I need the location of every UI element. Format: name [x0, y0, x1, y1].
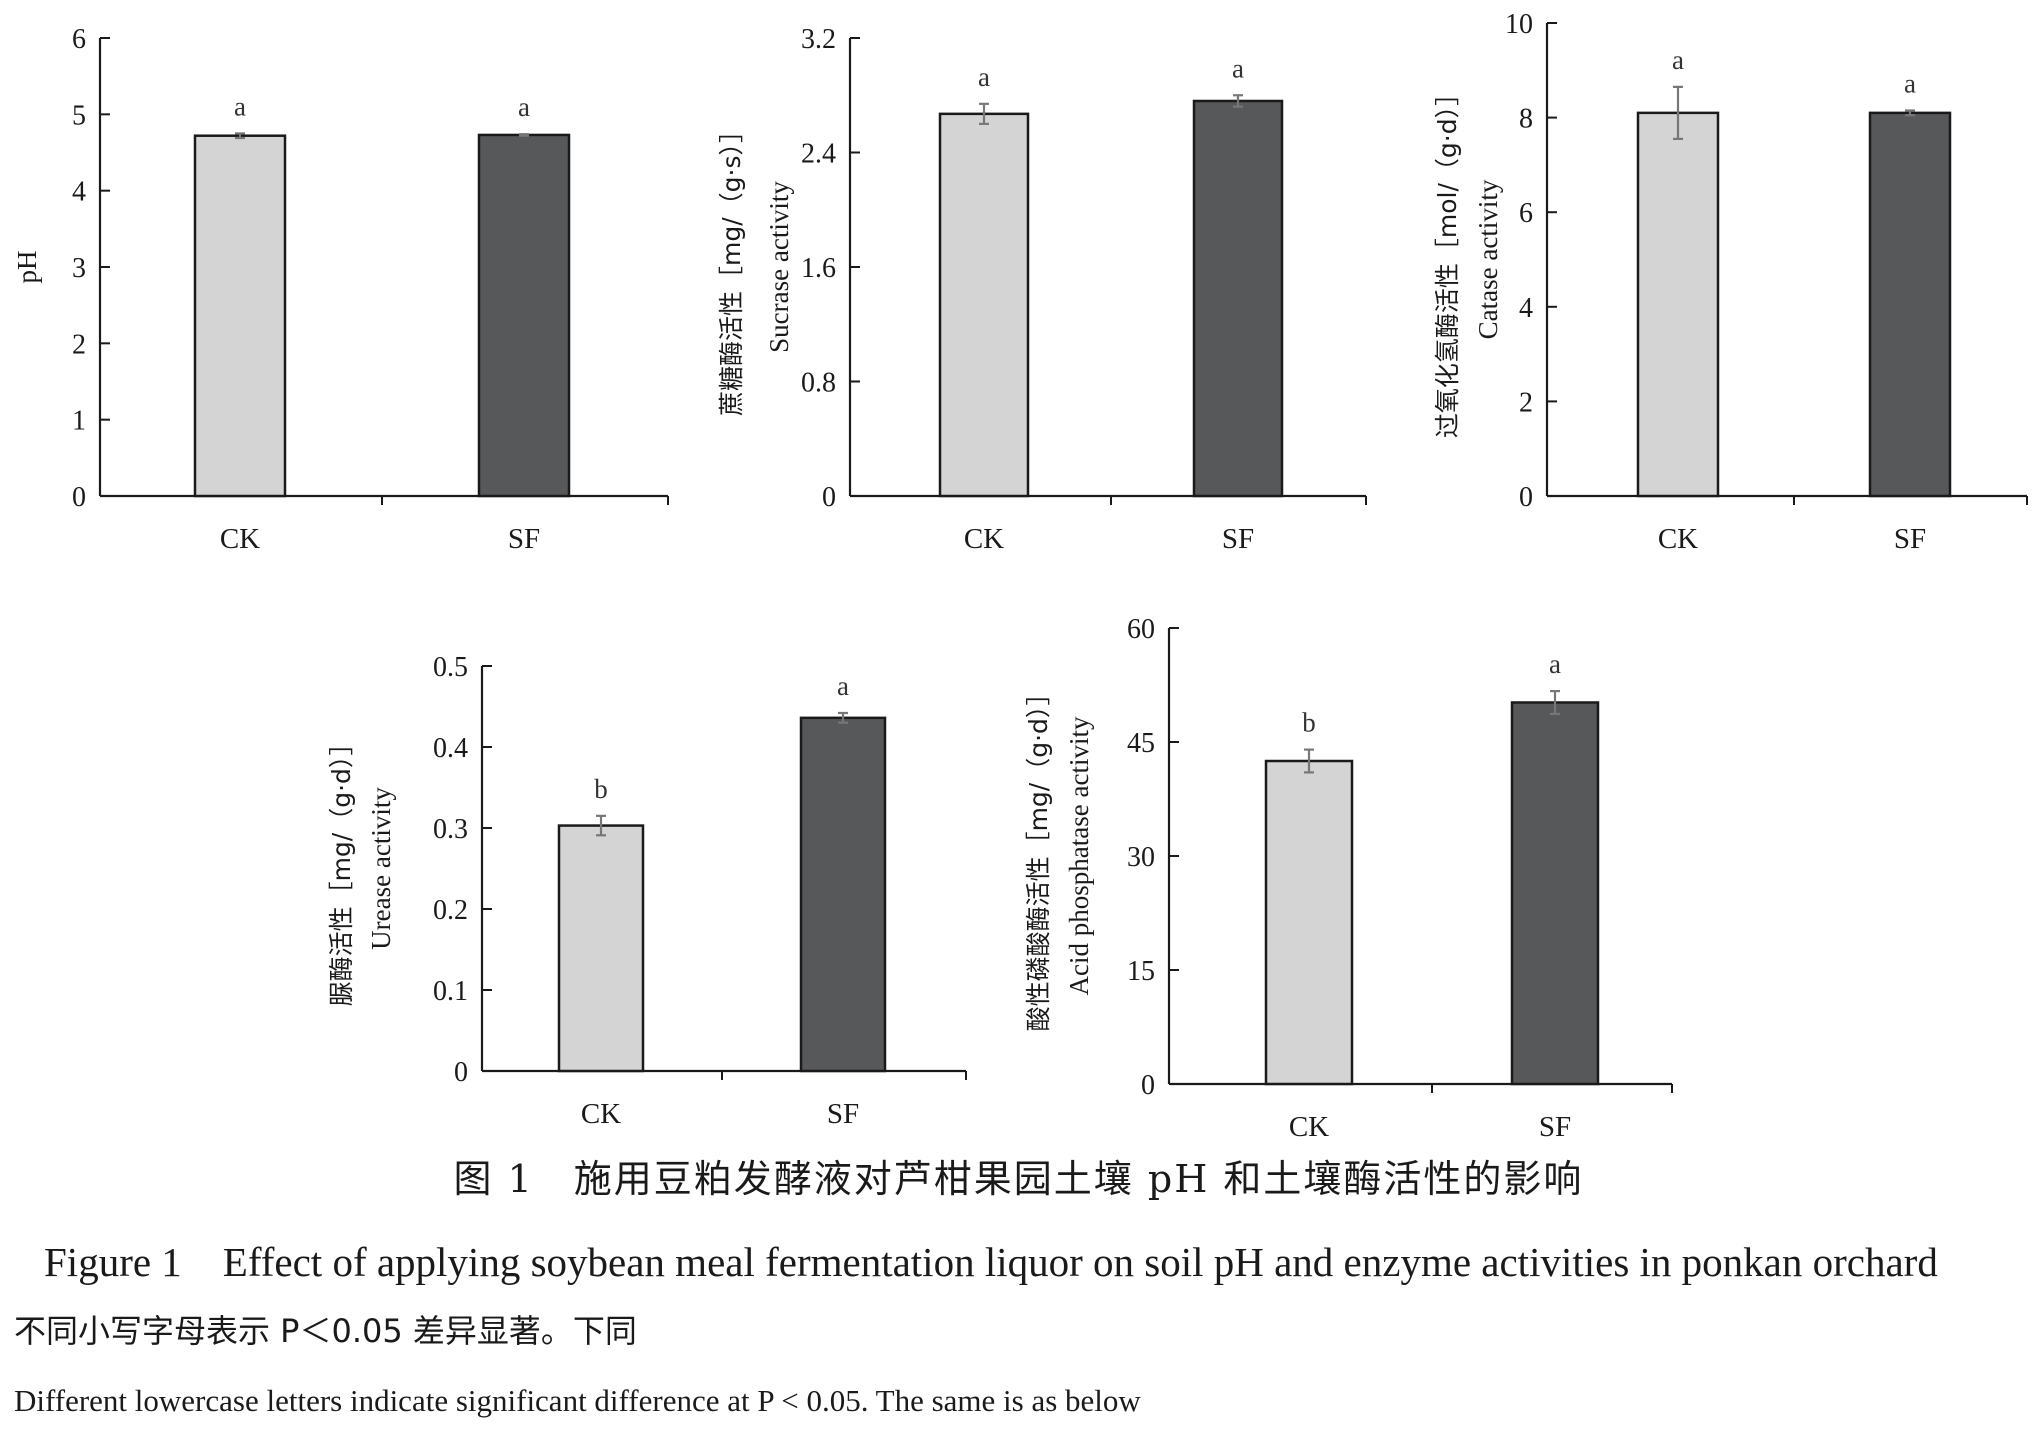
significance-letter: a	[1904, 69, 1916, 99]
y-axis-label-cn: 过氧化氢酶活性［mol/（g·d）］	[1433, 81, 1462, 438]
footnote-cn: 不同小写字母表示 P＜0.05 差异显著。下同	[14, 1312, 637, 1350]
y-tick-label: 4	[72, 177, 86, 208]
y-tick-label: 4	[1519, 293, 1533, 324]
y-tick-label: 30	[1127, 842, 1155, 873]
y-tick-label: 2.4	[801, 139, 836, 170]
y-tick-label: 45	[1127, 728, 1155, 759]
bar-sf	[477, 133, 571, 498]
bar-ck	[193, 134, 287, 498]
bar-ck	[557, 824, 645, 1073]
y-tick-label: 2	[72, 329, 86, 360]
bar-sf	[1510, 701, 1600, 1086]
y-tick-label: 0.3	[433, 814, 468, 845]
significance-letter: b	[1302, 708, 1316, 738]
y-tick-label: 0	[1519, 482, 1533, 513]
y-tick-label: 0.8	[801, 368, 836, 399]
significance-letter: a	[1549, 649, 1561, 679]
bar-ck	[938, 112, 1030, 498]
y-tick-label: 0	[1141, 1070, 1155, 1101]
x-category-label: CK	[581, 1098, 621, 1130]
y-tick-label: 0	[822, 482, 836, 513]
significance-letter: a	[837, 671, 849, 701]
x-category-label: CK	[220, 523, 260, 555]
significance-letter: a	[978, 62, 990, 92]
significance-letter: b	[594, 774, 608, 804]
y-tick-label: 6	[1519, 198, 1533, 229]
y-axis-label-en: pH	[12, 251, 42, 284]
figure-caption-en: Figure 1 Effect of applying soybean meal…	[44, 1239, 1938, 1285]
significance-letter: a	[1672, 45, 1684, 75]
bar-sf	[1192, 99, 1284, 498]
bar-ck	[1636, 111, 1720, 498]
x-category-label: SF	[508, 523, 540, 555]
y-tick-label: 0	[454, 1057, 468, 1088]
bar-sf	[799, 716, 887, 1073]
significance-letter: a	[234, 91, 246, 121]
y-tick-label: 0.1	[433, 976, 468, 1007]
figure-caption-cn: 图 1 施用豆粕发酵液对芦柑果园土壤 pH 和土壤酶活性的影响	[453, 1157, 1584, 1201]
footnote-en: Different lowercase letters indicate sig…	[14, 1383, 1141, 1418]
y-axis-label-cn: 蔗糖酶活性［mg/（g·s）］	[717, 118, 746, 416]
y-tick-label: 0.2	[433, 895, 468, 926]
y-tick-label: 60	[1127, 614, 1155, 645]
y-tick-label: 2	[1519, 387, 1533, 418]
y-tick-label: 6	[72, 24, 86, 55]
chart-panel-3: 0 2 4 6 8 10 a CK a SF 过氧化氢酶活性［mol/（g·d）］ Catase ac…	[1433, 9, 2028, 555]
y-axis-label-cn: 酸性磷酸酶活性［mg/（g·d）］	[1024, 681, 1053, 1032]
y-tick-label: 5	[72, 100, 86, 131]
significance-letter: a	[1232, 53, 1244, 83]
chart-panel-1: 0 1 2 3 4 5 6 a CK a SF pH	[12, 24, 669, 555]
y-tick-label: 0.5	[433, 652, 468, 683]
chart-panel-2: 0 0.8 1.6 2.4 3.2 a CK a SF 蔗糖酶活性［mg/（g·s）］ Sucras…	[717, 24, 1367, 555]
x-category-label: CK	[964, 523, 1004, 555]
y-tick-label: 0.4	[433, 733, 468, 764]
x-category-label: CK	[1289, 1111, 1329, 1143]
y-tick-label: 10	[1505, 9, 1533, 40]
y-axis-label-en: Catase activity	[1473, 179, 1503, 339]
y-tick-label: 1	[72, 406, 86, 437]
y-axis-label-en: Sucrase activity	[764, 181, 794, 353]
x-category-label: SF	[1894, 523, 1926, 555]
y-tick-label: 3	[72, 253, 86, 284]
y-axis-label-en: Acid phosphatase activity	[1064, 716, 1094, 995]
y-tick-label: 15	[1127, 956, 1155, 987]
chart-panel-5: 0 15 30 45 60 b CK a SF 酸性磷酸酶活性［mg/（g·d）］ Acid pho…	[1024, 614, 1673, 1143]
x-category-label: SF	[1539, 1111, 1571, 1143]
significance-letter: a	[518, 92, 530, 122]
x-category-label: SF	[1222, 523, 1254, 555]
x-category-label: SF	[827, 1098, 859, 1130]
x-category-label: CK	[1658, 523, 1698, 555]
bar-ck	[1264, 759, 1354, 1086]
y-axis-label-cn: 脲酶活性［mg/（g·d）］	[327, 731, 356, 1007]
y-tick-label: 8	[1519, 104, 1533, 135]
y-tick-label: 1.6	[801, 253, 836, 284]
bar-sf	[1868, 111, 1952, 498]
chart-panel-4: 0 0.1 0.2 0.3 0.4 0.5 b CK a SF 脲酶活性［mg/（g·d）］ Urea…	[327, 652, 967, 1130]
y-tick-label: 3.2	[801, 24, 836, 55]
y-axis-label-en: Urease activity	[366, 787, 396, 950]
y-tick-label: 0	[72, 482, 86, 513]
